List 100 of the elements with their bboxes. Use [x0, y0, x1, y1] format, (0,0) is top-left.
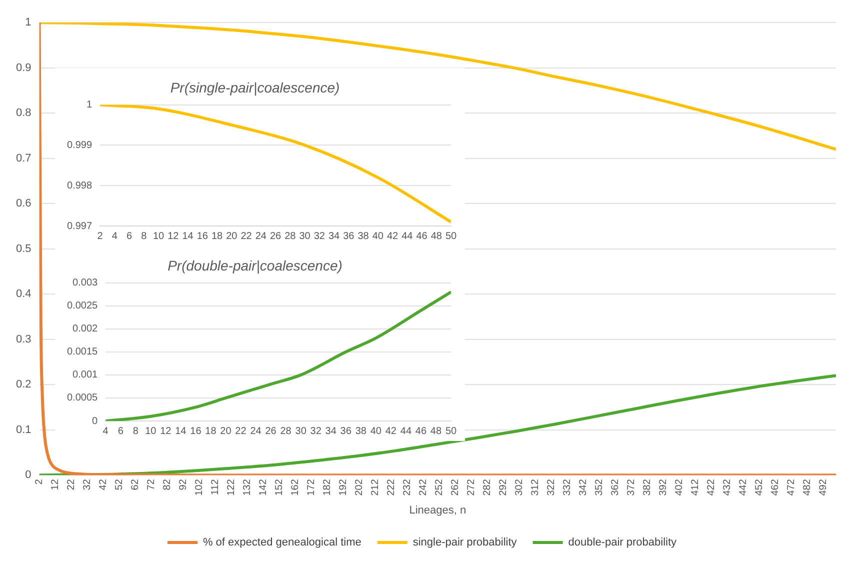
x-tick-label: 222 — [386, 478, 397, 496]
y-tick-label: 0.9 — [16, 62, 32, 74]
y-tick-label: 0.7 — [16, 152, 32, 164]
x-tick-label: 172 — [306, 478, 318, 496]
x-tick-label: 30 — [299, 230, 311, 242]
y-tick-label: 0.5 — [16, 242, 32, 255]
x-tick-label: 342 — [578, 478, 589, 496]
y-tick-label: 0.6 — [16, 198, 32, 210]
x-tick-label: 112 — [210, 478, 222, 496]
x-tick-label: 48 — [430, 230, 442, 242]
x-tick-label: 242 — [418, 478, 429, 496]
y-tick-label: 0 — [25, 469, 32, 482]
y-tick-label: 0.999 — [66, 140, 92, 151]
y-tick-label: 0.0025 — [66, 300, 98, 312]
y-tick-label: 0.001 — [72, 370, 98, 381]
x-tick-label: 18 — [211, 230, 224, 242]
line-series — [100, 104, 451, 224]
x-tick-label: 132 — [242, 478, 254, 496]
x-tick-label: 50 — [445, 426, 457, 437]
x-tick-label: 432 — [722, 478, 733, 496]
x-tick-label: 422 — [706, 478, 717, 496]
x-tick-label: 16 — [196, 230, 208, 242]
x-tick-label: 46 — [415, 426, 427, 437]
x-tick-label: 32 — [310, 426, 322, 437]
x-tick-label: 50 — [445, 230, 457, 242]
x-tick-label: 8 — [141, 230, 148, 242]
x-tick-label: 22 — [240, 230, 252, 242]
x-tick-label: 282 — [482, 478, 493, 496]
x-tick-label: 192 — [338, 478, 350, 496]
x-tick-label: 6 — [126, 230, 132, 242]
x-tick-label: 24 — [255, 230, 267, 242]
x-tick-label: 492 — [818, 478, 829, 496]
x-tick-label: 2 — [34, 478, 46, 485]
x-tick-label: 272 — [466, 478, 477, 496]
line-series — [39, 22, 836, 476]
y-tick-label: 0.2 — [16, 378, 32, 391]
x-tick-label: 2 — [97, 230, 104, 242]
x-tick-label: 142 — [258, 478, 270, 496]
x-tick-label: 412 — [690, 478, 701, 496]
y-tick-label: 0.997 — [66, 220, 92, 232]
x-tick-label: 212 — [370, 478, 382, 496]
x-tick-label: 20 — [220, 426, 232, 437]
x-tick-label: 102 — [194, 478, 206, 496]
x-tick-label: 34 — [328, 230, 340, 242]
x-tick-label: 40 — [370, 426, 382, 437]
x-tick-label: 24 — [250, 426, 262, 437]
x-tick-label: 182 — [322, 478, 334, 496]
x-tick-label: 392 — [658, 478, 669, 496]
x-tick-label: 32 — [314, 230, 326, 242]
x-tick-label: 10 — [152, 230, 165, 242]
x-tick-label: 28 — [280, 426, 292, 437]
y-tick-label: 0.4 — [16, 288, 32, 300]
x-tick-label: 252 — [434, 478, 445, 496]
y-tick-label: 0.0005 — [66, 392, 98, 404]
x-tick-label: 72 — [146, 478, 158, 490]
x-tick-label: 292 — [498, 478, 509, 496]
x-tick-label: 4 — [102, 426, 109, 437]
x-tick-label: 38 — [355, 426, 367, 437]
x-tick-label: 442 — [738, 478, 749, 496]
x-tick-label: 36 — [340, 426, 352, 437]
line-series — [39, 22, 836, 151]
x-tick-label: 12 — [160, 426, 172, 437]
y-tick-label: 0.0015 — [66, 346, 98, 358]
legend-label: single-pair probability — [412, 536, 518, 549]
x-tick-label: 14 — [182, 230, 194, 242]
x-tick-label: 462 — [770, 478, 781, 496]
x-tick-label: 40 — [372, 230, 384, 242]
y-tick-label: 0.3 — [16, 333, 32, 346]
y-tick-label: 0.002 — [72, 324, 98, 335]
x-tick-label: 42 — [386, 230, 399, 242]
x-tick-label: 92 — [178, 478, 190, 490]
y-tick-label: 0 — [92, 416, 98, 427]
y-tick-label: 1 — [86, 100, 92, 111]
x-tick-label: 22 — [66, 478, 78, 490]
x-tick-label: 402 — [674, 478, 685, 496]
x-tick-label: 362 — [610, 478, 621, 496]
x-tick-label: 6 — [118, 426, 124, 437]
x-tick-label: 322 — [546, 478, 557, 496]
x-tick-label: 16 — [190, 426, 202, 437]
x-tick-label: 26 — [270, 230, 282, 242]
x-tick-label: 26 — [265, 426, 277, 437]
legend-label: % of expected genealogical time — [202, 536, 362, 549]
x-tick-label: 4 — [112, 230, 118, 242]
y-tick-label: 0.8 — [16, 107, 32, 120]
x-tick-label: 382 — [642, 478, 653, 496]
x-tick-label: 46 — [416, 230, 428, 242]
x-tick-label: 20 — [226, 230, 238, 242]
x-tick-label: 62 — [130, 478, 142, 490]
x-axis-title: Lineages, n — [409, 504, 466, 516]
x-tick-label: 38 — [358, 230, 370, 242]
x-tick-label: 482 — [802, 478, 813, 496]
x-tick-label: 34 — [325, 426, 337, 437]
x-tick-label: 352 — [594, 478, 605, 496]
x-tick-label: 18 — [205, 426, 217, 437]
line-series — [106, 290, 451, 421]
x-tick-label: 32 — [82, 478, 94, 490]
x-tick-label: 452 — [754, 478, 765, 496]
x-tick-label: 52 — [114, 478, 126, 490]
x-tick-label: 312 — [530, 478, 541, 496]
chart-title: Pr(single-pair|coalescence) — [170, 79, 340, 96]
